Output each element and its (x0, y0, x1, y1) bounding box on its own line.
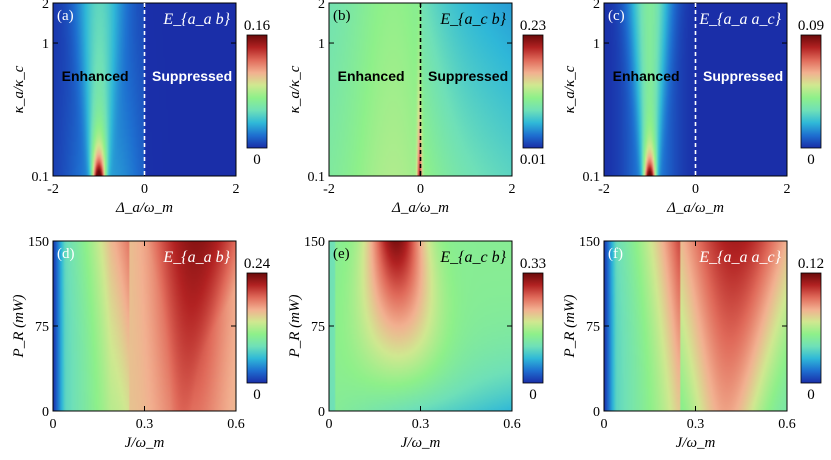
y-tick-label: 1 (593, 37, 600, 52)
colorbar (800, 272, 822, 384)
y-tick-label: 0.1 (583, 170, 601, 185)
x-tick-label: -2 (598, 182, 610, 197)
x-tick-label: 0 (50, 417, 57, 432)
region-enhanced: Enhanced (613, 68, 680, 84)
colorbar (800, 34, 822, 149)
region-suppressed: Suppressed (152, 68, 232, 84)
y-tick-label: 150 (304, 235, 325, 250)
colorbar-min: 0 (253, 387, 261, 403)
x-axis-label: J/ω_m (401, 435, 441, 451)
panel-c: -2 0 2 0.1 1 2 Δ_a/ω_m κ_a/κ_c Enhanced Suppresse… (562, 0, 824, 216)
panel-e: 0 0.3 0.6 0 75 150 J/ω_m P_R (mW) (e) E_{a_c b} 0.… (287, 235, 546, 451)
colorbar-min: 0 (253, 152, 261, 168)
x-tick-label: 0 (692, 182, 699, 197)
colorbar-min: 0.01 (520, 152, 546, 168)
panel-label: (e) (333, 246, 350, 262)
x-axis-label: Δ_a/ω_m (115, 200, 173, 216)
panel-title: E_{a_a b} (162, 249, 230, 266)
y-tick-label: 75 (35, 320, 49, 335)
panel-f: 0 0.3 0.6 0 75 150 J/ω_m P_R (mW) (f) E_{a_a a_c}… (562, 235, 824, 451)
y-axis-label: P_R (mW) (287, 295, 303, 359)
panel-title: E_{a_a b} (162, 11, 230, 28)
y-tick-label: 75 (311, 320, 325, 335)
x-axis-label: J/ω_m (125, 435, 165, 451)
y-tick-label: 2 (42, 0, 49, 12)
colorbar-max: 0.12 (798, 256, 824, 272)
x-tick-label: -2 (47, 182, 59, 197)
heatmap-e (329, 241, 512, 411)
panel-label: (f) (608, 246, 623, 262)
panel-label: (a) (57, 8, 74, 24)
x-axis-label: Δ_a/ω_m (666, 200, 724, 216)
x-tick-label: 0 (326, 417, 333, 432)
x-axis-label: Δ_a/ω_m (391, 200, 449, 216)
x-tick-label: 0.3 (412, 417, 430, 432)
panel-b: -2 0 2 0.1 1 2 Δ_a/ω_m κ_a/κ_c Enhanced Suppresse… (287, 0, 546, 216)
x-axis-label: J/ω_m (676, 435, 716, 451)
panel-label: (d) (57, 246, 75, 262)
y-axis-label: P_R (mW) (562, 295, 578, 359)
y-axis-label: κ_a/κ_c (287, 65, 303, 113)
panel-title: E_{a_c b} (439, 249, 506, 266)
x-tick-label: 0.3 (687, 417, 705, 432)
panel-d: 0 0.3 0.6 0 75 150 J/ω_m P_R (mW) (d) E_{a_a b} 0.… (11, 235, 271, 451)
panel-title: E_{a_c b} (439, 11, 506, 28)
y-axis-label: P_R (mW) (11, 295, 27, 359)
x-tick-label: 0.3 (136, 417, 154, 432)
y-tick-label: 1 (42, 37, 49, 52)
colorbar (246, 34, 268, 149)
y-tick-label: 0 (42, 405, 49, 420)
y-tick-label: 2 (593, 0, 600, 12)
colorbar-max: 0.16 (244, 18, 271, 34)
y-axis-label: κ_a/κ_c (562, 65, 578, 113)
y-tick-label: 75 (586, 320, 600, 335)
region-suppressed: Suppressed (703, 68, 783, 84)
x-tick-label: 0.6 (778, 417, 796, 432)
x-tick-label: 0 (417, 182, 424, 197)
x-tick-label: 2 (784, 182, 791, 197)
x-tick-label: 0 (601, 417, 608, 432)
panel-label: (b) (333, 8, 351, 24)
colorbar-max: 0.09 (798, 18, 824, 34)
heatmap-d (53, 241, 236, 411)
colorbar-max: 0.23 (520, 18, 546, 34)
panel-title: E_{a_a a_c} (698, 249, 781, 266)
panel-title: E_{a_a a_c} (698, 11, 781, 28)
x-tick-label: -2 (323, 182, 335, 197)
colorbar-max: 0.33 (520, 256, 546, 272)
colorbar (246, 272, 268, 384)
y-tick-label: 0 (593, 405, 600, 420)
panel-label: (c) (608, 8, 625, 24)
y-tick-label: 0.1 (32, 170, 50, 185)
heatmap-f (604, 241, 787, 411)
colorbar-min: 0 (807, 152, 815, 168)
x-tick-label: 2 (509, 182, 516, 197)
y-tick-label: 2 (318, 0, 325, 12)
colorbar-min: 0 (529, 387, 537, 403)
y-tick-label: 0 (318, 405, 325, 420)
x-tick-label: 0.6 (503, 417, 521, 432)
x-tick-label: 0.6 (227, 417, 245, 432)
y-tick-label: 1 (318, 37, 325, 52)
y-axis-label: κ_a/κ_c (11, 65, 27, 113)
y-tick-label: 0.1 (308, 170, 326, 185)
colorbar-max: 0.24 (244, 256, 271, 272)
region-enhanced: Enhanced (338, 68, 405, 84)
region-enhanced: Enhanced (62, 68, 129, 84)
y-tick-label: 150 (28, 235, 49, 250)
x-tick-label: 0 (141, 182, 148, 197)
colorbar (522, 34, 544, 149)
colorbar-min: 0 (807, 387, 815, 403)
region-suppressed: Suppressed (428, 68, 508, 84)
colorbar (522, 272, 544, 384)
y-tick-label: 150 (579, 235, 600, 250)
x-tick-label: 2 (233, 182, 240, 197)
